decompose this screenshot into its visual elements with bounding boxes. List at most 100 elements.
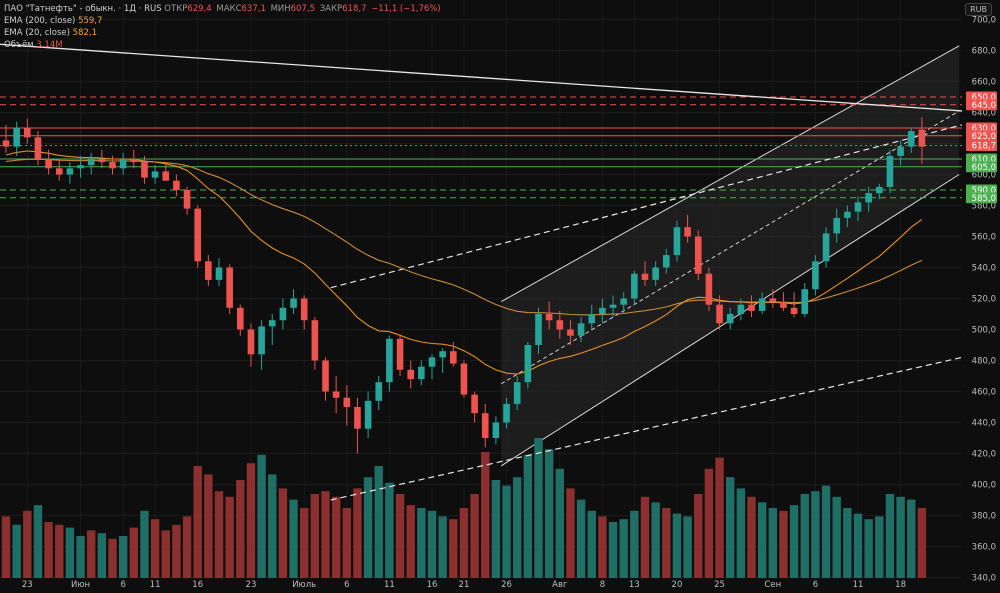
candle-body — [343, 397, 351, 407]
time-tick-label: 18 — [895, 580, 906, 590]
candle-body — [386, 338, 393, 383]
candle-body — [24, 128, 31, 138]
instrument-label[interactable]: ПАО "Татнефть" - обыкн. · 1Д · RUS — [4, 4, 162, 14]
volume-bar — [544, 449, 554, 578]
price-tick-label: 480,0 — [972, 357, 996, 367]
price-tick-label: 660,0 — [972, 78, 996, 88]
volume-bar — [587, 510, 596, 578]
candle-body — [396, 338, 404, 370]
time-tick-label: 6 — [344, 580, 349, 590]
ema200-label: EMA (200, close) — [4, 16, 76, 26]
candle-body — [567, 329, 574, 336]
candle-body — [2, 140, 10, 147]
candle-body — [45, 159, 52, 169]
legend-volume-row[interactable]: Объём 3,14M — [4, 39, 441, 51]
volume-bar — [449, 519, 458, 578]
price-level-tag-label: 618,7 — [972, 142, 996, 152]
candle-body — [492, 422, 500, 438]
time-tick-label: Июн — [71, 580, 90, 590]
legend-ema20-row[interactable]: EMA (20, close) 582,1 — [4, 27, 441, 39]
price-level-tag — [966, 192, 997, 204]
candle-body — [439, 351, 446, 358]
candle-body — [513, 382, 521, 404]
volume-bar — [417, 508, 426, 578]
candle-body — [290, 298, 297, 308]
price-tick-label: 640,0 — [972, 109, 996, 119]
ema20-label: EMA (20, close) — [4, 28, 70, 38]
ema20-line — [5, 150, 923, 375]
candles — [2, 117, 926, 454]
candle-body — [609, 304, 617, 308]
volume-bar — [534, 438, 543, 578]
volume-label: Объём — [4, 40, 34, 50]
candle-body — [13, 128, 20, 147]
volume-bar — [821, 485, 831, 578]
ohlc-high-label: МАКС — [216, 4, 242, 14]
currency-button[interactable]: RUB — [965, 3, 992, 16]
volume-value: 3,14M — [36, 40, 63, 50]
volume-bar — [44, 522, 53, 578]
time-tick-label: 26 — [501, 580, 512, 590]
volume-bar — [161, 530, 170, 578]
volume-bar — [843, 508, 852, 578]
candle-body — [375, 382, 383, 401]
channel-fill — [501, 45, 960, 466]
candle-body — [556, 320, 564, 330]
volume-bar — [853, 513, 863, 578]
candle-body — [812, 261, 819, 290]
volume-bar — [832, 496, 841, 578]
time-tick-label: 8 — [600, 580, 605, 590]
candle-body — [790, 307, 798, 314]
candle-body — [663, 255, 670, 268]
dashed-trend-line-lower — [330, 356, 963, 501]
candle-body — [109, 162, 116, 169]
volume-bar — [406, 505, 415, 578]
volume-bar — [363, 477, 373, 578]
ema20-value: 582,1 — [72, 28, 98, 38]
volume-bar — [683, 516, 692, 578]
time-tick-label: 16 — [192, 580, 203, 590]
volume-bar — [470, 494, 479, 578]
time-tick-label: 20 — [672, 580, 683, 590]
volume-bar — [246, 463, 256, 578]
candle-body — [631, 273, 638, 299]
price-axis[interactable]: 340,0 360,0 380,0 400,0 420,0 440,0 460,0 480,0… — [966, 16, 997, 584]
volume-bar — [204, 474, 213, 578]
volume-bar — [747, 496, 756, 578]
volume-bar — [502, 485, 511, 578]
price-level-tag-label: 590,0 — [972, 186, 996, 196]
price-tick-label: 600,0 — [972, 171, 996, 181]
candle-body — [918, 129, 926, 147]
time-tick-label: 11 — [853, 580, 864, 590]
candle-body — [769, 298, 777, 302]
candle-body — [652, 267, 659, 280]
volume-bar — [321, 491, 330, 578]
volume-bar — [438, 516, 447, 578]
price-level-tag — [966, 161, 997, 173]
price-tick-label: 340,0 — [972, 574, 996, 584]
ohlc-high-value: 637,1 — [241, 4, 266, 14]
candle-body — [907, 131, 915, 147]
volume-bar — [608, 522, 618, 578]
price-tick-label: 380,0 — [972, 512, 996, 522]
candle-body — [268, 320, 276, 327]
volume-bar — [864, 519, 873, 578]
time-axis[interactable]: 23 Июн 6 11 16 23 Июль 6 11 16 21 26 Авг 8 13 20 25 Сен 6 1… — [22, 580, 906, 590]
ohlc-open-label: ОТКР — [164, 4, 188, 14]
volume-bar — [566, 488, 575, 578]
volume-bar — [619, 519, 628, 578]
price-tick-label: 540,0 — [972, 264, 996, 274]
volume-bar — [193, 466, 202, 578]
volume-bar — [694, 494, 703, 578]
volume-bar — [385, 482, 394, 578]
candle-body — [354, 407, 361, 429]
volume-bar — [33, 505, 43, 578]
volume-bar — [342, 508, 351, 578]
volume-bar — [885, 494, 895, 578]
candle-body — [151, 171, 159, 178]
candle-body — [237, 307, 244, 330]
candle-body — [364, 400, 372, 429]
legend-ema200-row[interactable]: EMA (200, close) 559,7 — [4, 15, 441, 27]
ohlc-low-label: МИН — [270, 4, 291, 14]
